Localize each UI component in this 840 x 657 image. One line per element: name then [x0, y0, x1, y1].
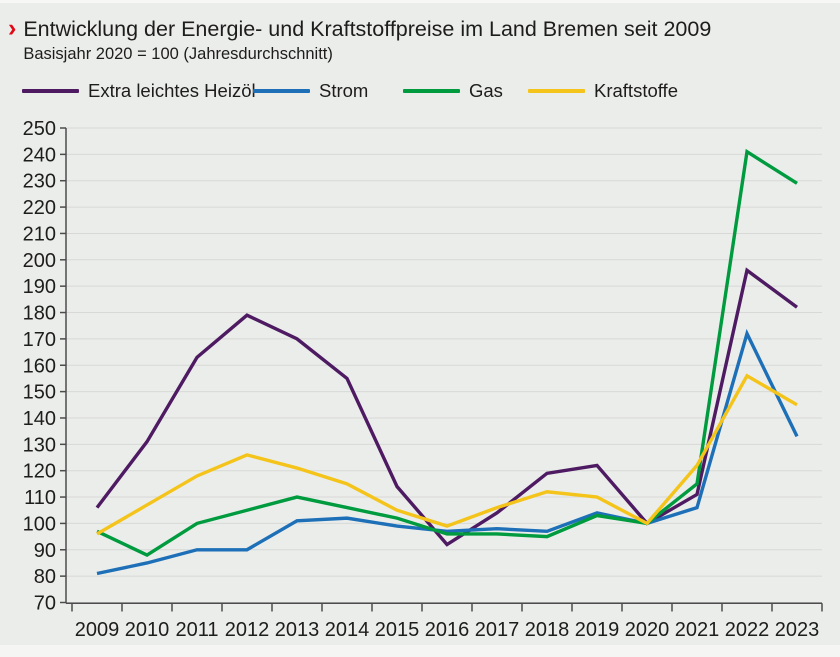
series-line-kraftstoffe: [96, 373, 798, 536]
chart-subtitle: Basisjahr 2020 = 100 (Jahresdurchschnitt…: [23, 45, 333, 63]
x-tick-labels: 2009 2010 2011 2012 2013 2014 2015 2016 2017 2018…: [75, 619, 820, 641]
y-tick-label-170: 170: [23, 329, 56, 351]
series-line-strom: [96, 328, 799, 576]
y-tick-label-150: 150: [23, 382, 56, 404]
y-tick-label-180: 180: [23, 303, 56, 325]
top-strip: [0, 0, 840, 3]
y-tick-label-120: 120: [23, 461, 56, 483]
x-ticks: [71, 603, 823, 612]
legend-item-gas: Gas: [403, 80, 503, 102]
y-tick-label-80: 80: [34, 566, 56, 588]
y-tick-label-90: 90: [34, 540, 56, 562]
legend-item-extra-leichtes-heiz-l: Extra leichtes Heizöl: [22, 80, 256, 102]
x-tick-label-2013: 2013: [275, 619, 320, 641]
x-tick-label-2012: 2012: [225, 619, 270, 641]
x-tick-label-2022: 2022: [725, 619, 770, 641]
chart-title: Entwicklung der Energie- und Kraftstoffp…: [23, 17, 712, 41]
legend-line-swatch-extra-leichtes-heiz-l: [22, 89, 79, 93]
y-tick-label-70: 70: [34, 593, 56, 615]
y-tick-label-240: 240: [23, 144, 56, 166]
legend: Extra leichtes Heizöl Strom Gas Kraftstoffe: [0, 80, 840, 102]
y-tick-label-230: 230: [23, 171, 56, 193]
x-tick-label-2015: 2015: [375, 619, 420, 641]
x-tick-label-2009: 2009: [75, 619, 120, 641]
y-tick-label-160: 160: [23, 355, 56, 377]
x-tick-label-2020: 2020: [625, 619, 670, 641]
y-tick-label-100: 100: [23, 513, 56, 535]
y-tick-label-210: 210: [23, 223, 56, 245]
legend-label-kraftstoffe: Kraftstoffe: [594, 80, 678, 101]
x-tick-label-2017: 2017: [475, 619, 520, 641]
series-line-gas: [96, 148, 798, 557]
x-tick-label-2010: 2010: [125, 619, 170, 641]
x-tick-label-2016: 2016: [425, 619, 470, 641]
y-tick-label-130: 130: [23, 434, 56, 456]
x-tick-label-2021: 2021: [675, 619, 720, 641]
y-tick-label-200: 200: [23, 250, 56, 272]
legend-item-kraftstoffe: Kraftstoffe: [528, 80, 678, 102]
x-tick-label-2011: 2011: [175, 619, 218, 641]
series-line-extra-leichtes-heiz-l: [95, 267, 799, 547]
header-text: Entwicklung der Energie- und Kraftstoffp…: [23, 16, 711, 65]
x-tick-label-2019: 2019: [575, 619, 620, 641]
legend-line-swatch-gas: [403, 89, 460, 93]
legend-line-swatch-strom: [253, 89, 310, 93]
chart-header: › Entwicklung der Energie- und Kraftstof…: [8, 16, 711, 65]
legend-label-gas: Gas: [469, 80, 503, 101]
legend-label-strom: Strom: [319, 80, 369, 101]
red-chevron-icon: ›: [8, 14, 17, 42]
footer-strip: [0, 645, 840, 657]
legend-line-swatch-kraftstoffe: [528, 89, 585, 93]
y-tick-label-140: 140: [23, 408, 56, 430]
x-tick-label-2014: 2014: [325, 619, 370, 641]
legend-item-strom: Strom: [253, 80, 368, 102]
y-tick-label-220: 220: [23, 197, 56, 219]
x-tick-label-2023: 2023: [775, 619, 820, 641]
y-tick-label-190: 190: [23, 276, 56, 298]
legend-label-extra-leichtes-heiz-l: Extra leichtes Heizöl: [88, 80, 256, 101]
y-tick-label-110: 110: [24, 487, 56, 509]
x-tick-label-2018: 2018: [525, 619, 570, 641]
y-tick-labels: 70 80 90 100 110 120 130 140 150 160 170 180 190 200 2…: [23, 118, 66, 615]
y-tick-label-250: 250: [23, 118, 56, 140]
